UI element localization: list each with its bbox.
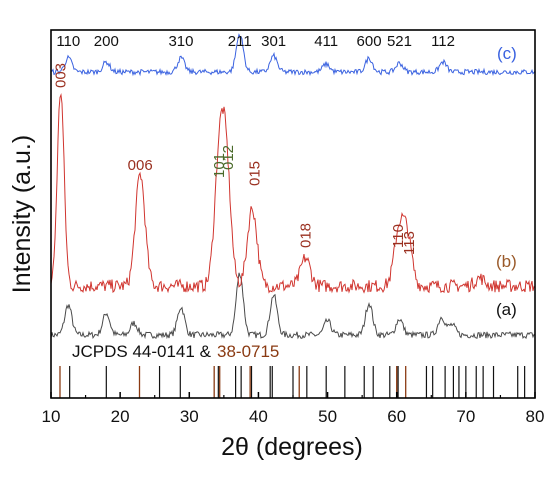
series-label-b: (b): [496, 252, 517, 271]
peak-label-c: 110: [56, 33, 80, 50]
reference-label-38-0715: 38-0715: [217, 342, 279, 361]
series-line: [50, 272, 536, 340]
peak-label-b: 012: [220, 145, 237, 170]
x-tick-label: 80: [526, 407, 545, 426]
peak-label-b: 113: [401, 231, 418, 255]
series-line: [50, 93, 536, 294]
x-tick-label: 60: [387, 407, 406, 426]
peak-label-b: 006: [128, 157, 153, 174]
series-layer: [50, 33, 536, 340]
series-label-c: (c): [497, 44, 517, 63]
series-label-a: (a): [496, 300, 517, 319]
peak-label-b: 101: [211, 153, 228, 178]
peak-label-b: 018: [297, 223, 314, 248]
peak-label-c: 521: [387, 33, 412, 50]
peak-label-c: 211: [228, 33, 252, 50]
y-axis-label: Intensity (a.u.): [8, 135, 36, 293]
peak-label-b: 003: [53, 63, 70, 88]
peak-label-c: 301: [261, 33, 286, 50]
x-tick-label: 20: [111, 407, 130, 426]
peak-label-c: 600: [357, 33, 382, 50]
x-axis-label: 2θ (degrees): [221, 433, 363, 461]
reference-label-jcpds-44-0141: JCPDS 44-0141 &: [72, 342, 212, 361]
x-tick-label: 70: [456, 407, 475, 426]
peak-label-c: 411: [314, 33, 338, 50]
peak-label-c: 112: [431, 33, 455, 50]
x-tick-label: 30: [180, 407, 199, 426]
peak-label-b: 110: [390, 224, 407, 248]
peak-label-c: 200: [94, 33, 119, 50]
x-tick-label: 50: [318, 407, 337, 426]
x-tick-label: 40: [249, 407, 268, 426]
reference-lines: [59, 366, 526, 398]
peak-label-b: 015: [246, 161, 263, 186]
x-tick-label: 10: [42, 407, 61, 426]
series-line: [50, 33, 536, 77]
peak-label-c: 310: [168, 33, 193, 50]
x-axis: 10 20 30 40 50 60 70 80: [42, 392, 545, 426]
